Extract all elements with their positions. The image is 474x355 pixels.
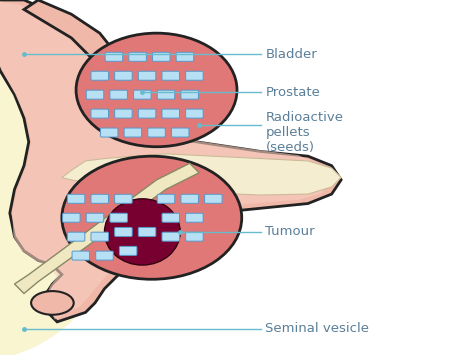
FancyBboxPatch shape: [119, 246, 137, 255]
FancyBboxPatch shape: [72, 251, 90, 260]
FancyBboxPatch shape: [86, 90, 104, 99]
FancyBboxPatch shape: [63, 213, 80, 222]
Text: Prostate: Prostate: [265, 86, 320, 99]
Ellipse shape: [31, 291, 73, 315]
FancyBboxPatch shape: [91, 109, 109, 118]
FancyBboxPatch shape: [67, 232, 85, 241]
FancyBboxPatch shape: [157, 194, 175, 203]
FancyBboxPatch shape: [181, 90, 199, 99]
Text: Radioactive
pellets
(seeds): Radioactive pellets (seeds): [265, 111, 343, 154]
FancyBboxPatch shape: [181, 194, 199, 203]
FancyBboxPatch shape: [134, 90, 151, 99]
FancyBboxPatch shape: [91, 232, 109, 241]
Text: Bladder: Bladder: [265, 48, 317, 61]
FancyBboxPatch shape: [86, 213, 104, 222]
Text: Seminal vesicle: Seminal vesicle: [265, 322, 369, 335]
FancyBboxPatch shape: [138, 228, 156, 236]
FancyBboxPatch shape: [105, 52, 123, 61]
Polygon shape: [24, 0, 166, 140]
FancyBboxPatch shape: [162, 232, 180, 241]
FancyBboxPatch shape: [186, 71, 203, 80]
FancyBboxPatch shape: [110, 90, 128, 99]
FancyBboxPatch shape: [67, 194, 85, 203]
FancyBboxPatch shape: [186, 232, 203, 241]
FancyBboxPatch shape: [115, 109, 132, 118]
FancyBboxPatch shape: [115, 228, 132, 236]
FancyBboxPatch shape: [205, 194, 222, 203]
FancyBboxPatch shape: [153, 52, 170, 61]
Polygon shape: [0, 0, 329, 320]
FancyBboxPatch shape: [157, 90, 175, 99]
FancyBboxPatch shape: [96, 251, 113, 260]
Ellipse shape: [62, 156, 242, 279]
Polygon shape: [62, 154, 341, 195]
FancyBboxPatch shape: [172, 128, 189, 137]
FancyBboxPatch shape: [115, 194, 132, 203]
FancyBboxPatch shape: [129, 52, 146, 61]
FancyBboxPatch shape: [91, 71, 109, 80]
FancyBboxPatch shape: [162, 109, 180, 118]
FancyBboxPatch shape: [110, 213, 128, 222]
Ellipse shape: [104, 199, 180, 265]
FancyBboxPatch shape: [148, 128, 165, 137]
FancyBboxPatch shape: [115, 71, 132, 80]
FancyBboxPatch shape: [124, 128, 142, 137]
Ellipse shape: [76, 33, 237, 147]
Polygon shape: [0, 0, 341, 322]
FancyBboxPatch shape: [91, 194, 109, 203]
FancyBboxPatch shape: [138, 71, 156, 80]
FancyBboxPatch shape: [162, 71, 180, 80]
FancyBboxPatch shape: [186, 109, 203, 118]
Ellipse shape: [0, 0, 130, 355]
FancyBboxPatch shape: [100, 128, 118, 137]
FancyBboxPatch shape: [186, 213, 203, 222]
FancyBboxPatch shape: [162, 213, 180, 222]
Polygon shape: [15, 163, 199, 294]
FancyBboxPatch shape: [176, 52, 194, 61]
Text: Tumour: Tumour: [265, 225, 315, 239]
FancyBboxPatch shape: [138, 109, 156, 118]
